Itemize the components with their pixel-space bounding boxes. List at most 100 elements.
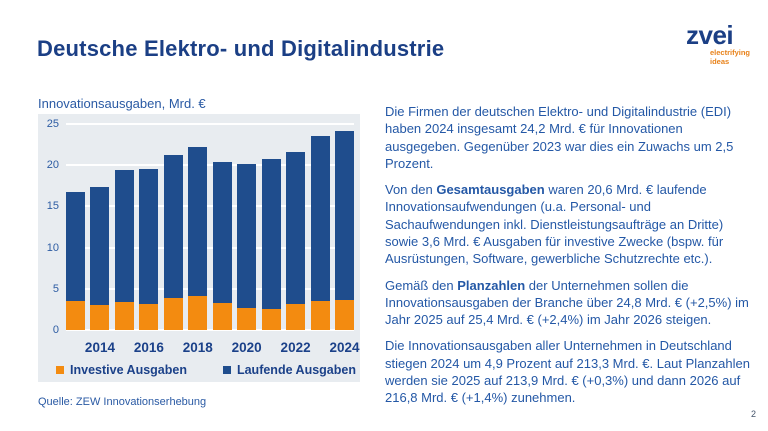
paragraph-2-post: waren 20,6 Mrd. € laufende Innovationsau… (385, 182, 724, 267)
zvei-logo-wordmark: zvei (686, 20, 734, 50)
bar-segment-2023-laufende-ausgaben (310, 135, 330, 302)
legend-swatch-laufende-icon (222, 366, 231, 374)
chart-legend: Investive Ausgaben Laufende Ausgaben (52, 363, 360, 377)
x-tick-label-2020: 2020 (231, 340, 262, 355)
x-tick-label-2018: 2018 (182, 340, 213, 355)
x-tick-label-2016: 2016 (133, 340, 164, 355)
gridline-5 (66, 287, 354, 290)
bar-segment-2019-investive-ausgaben (212, 302, 232, 330)
x-slot-2017 (164, 340, 183, 358)
paragraph-2-bold-term: Gesamtausgaben (436, 182, 545, 198)
paragraph-3-pre: Gemäß den (385, 277, 458, 293)
x-slot-2018: 2018 (183, 340, 213, 358)
paragraph-4-text: Die Innovationsausgaben aller Unternehme… (385, 338, 750, 406)
y-tick-label-10: 10 (46, 241, 59, 254)
bar-segment-2020-laufende-ausgaben (237, 164, 257, 308)
legend-label-investive: Investive Ausgaben (70, 363, 187, 377)
bar-segment-2024-investive-ausgaben (334, 300, 354, 330)
bar-segment-2024-laufende-ausgaben (334, 130, 354, 301)
plot-area (66, 123, 354, 331)
x-tick-label-2024: 2024 (329, 340, 360, 355)
x-slot-2013 (66, 340, 85, 358)
bar-2020 (237, 124, 257, 330)
gridline-15 (66, 205, 354, 208)
x-slot-2024: 2024 (329, 340, 359, 358)
paragraph-3: Gemäß den Planzahlen der Unternehmen sol… (385, 277, 758, 329)
y-axis: 0 5 10 15 20 25 (38, 118, 62, 336)
bar-segment-2016-investive-ausgaben (139, 304, 159, 330)
bar-segment-2021-investive-ausgaben (261, 308, 281, 330)
bar-2014 (90, 124, 110, 330)
x-slot-2015 (115, 340, 134, 358)
bar-segment-2018-laufende-ausgaben (188, 147, 208, 297)
bar-segment-2015-laufende-ausgaben (114, 170, 134, 302)
x-tick-label-2022: 2022 (280, 340, 311, 355)
bar-segment-2014-investive-ausgaben (90, 305, 110, 330)
bar-segment-2018-investive-ausgaben (188, 296, 208, 330)
bar-segment-2019-laufende-ausgaben (212, 161, 232, 303)
innovation-spending-chart: 0 5 10 15 20 25 2014 2016 2018 2020 2022 2024 Inve… (38, 114, 360, 382)
y-tick-label-15: 15 (46, 200, 59, 213)
y-tick-label-5: 5 (52, 282, 59, 295)
bars-container (66, 124, 354, 330)
legend-item-investive-ausgaben: Investive Ausgaben (56, 363, 187, 377)
page-title: Deutsche Elektro- und Digitalindustrie (37, 36, 445, 61)
zvei-logo-tagline: electrifying ideas (710, 48, 756, 66)
gridline-0 (66, 329, 354, 331)
y-tick-label-0: 0 (52, 324, 59, 336)
paragraph-2: Von den Gesamtausgaben waren 20,6 Mrd. €… (385, 181, 758, 267)
legend-swatch-investive-icon (56, 366, 65, 374)
gridline-20 (66, 164, 354, 167)
x-axis: 2014 2016 2018 2020 2022 2024 (66, 340, 360, 358)
bar-2013 (66, 124, 85, 330)
x-slot-2023 (311, 340, 330, 358)
legend-label-laufende: Laufende Ausgaben (236, 363, 356, 377)
bar-2022 (286, 124, 306, 330)
source-note: Quelle: ZEW Innovationserhebung (38, 396, 207, 408)
x-slot-2014: 2014 (85, 340, 115, 358)
text-panel: Die Firmen der deutschen Elektro- und Di… (385, 103, 758, 416)
bar-2018 (188, 124, 208, 330)
y-tick-label-20: 20 (46, 159, 59, 172)
paragraph-4: Die Innovationsausgaben aller Unternehme… (385, 337, 758, 406)
x-slot-2021 (262, 340, 281, 358)
paragraph-1-text: Die Firmen der deutschen Elektro- und Di… (385, 104, 734, 171)
paragraph-3-post: der Unternehmen sollen die Innovationsau… (385, 277, 749, 328)
x-tick-label-2014: 2014 (84, 340, 115, 355)
bar-2021 (261, 124, 281, 330)
bar-segment-2021-laufende-ausgaben (261, 159, 281, 309)
gridline-10 (66, 246, 354, 249)
bar-segment-2020-investive-ausgaben (237, 307, 257, 330)
bar-segment-2013-laufende-ausgaben (66, 192, 85, 302)
chart-title: Innovationsausgaben, Mrd. € (38, 96, 206, 111)
legend-item-laufende-ausgaben: Laufende Ausgaben (222, 363, 356, 377)
bar-2023 (310, 124, 330, 330)
paragraph-3-bold-term: Planzahlen (457, 277, 526, 293)
bar-segment-2015-investive-ausgaben (114, 301, 134, 330)
paragraph-1: Die Firmen der deutschen Elektro- und Di… (385, 103, 758, 172)
bar-segment-2017-investive-ausgaben (163, 297, 183, 330)
bar-segment-2017-laufende-ausgaben (163, 154, 183, 298)
x-slot-2016: 2016 (134, 340, 164, 358)
bar-segment-2022-laufende-ausgaben (286, 152, 306, 305)
bar-2017 (163, 124, 183, 330)
bar-segment-2014-laufende-ausgaben (90, 187, 110, 306)
x-slot-2022: 2022 (281, 340, 311, 358)
bar-2015 (114, 124, 134, 330)
y-tick-label-25: 25 (46, 118, 59, 130)
x-slot-2020: 2020 (232, 340, 262, 358)
gridline-25 (66, 123, 354, 125)
paragraph-2-pre: Von den (385, 182, 437, 198)
bar-segment-2016-laufende-ausgaben (139, 168, 159, 305)
bar-segment-2013-investive-ausgaben (66, 301, 85, 330)
zvei-logo: zvei electrifying ideas (686, 22, 756, 66)
bar-2016 (139, 124, 159, 330)
x-slot-2019 (213, 340, 232, 358)
zvei-tagline-line1: electrifying (710, 48, 751, 57)
bar-segment-2023-investive-ausgaben (310, 301, 330, 330)
bar-2019 (212, 124, 232, 330)
bar-2024 (334, 124, 354, 330)
page-number: 2 (751, 409, 757, 419)
zvei-tagline-line2: ideas (710, 56, 730, 66)
